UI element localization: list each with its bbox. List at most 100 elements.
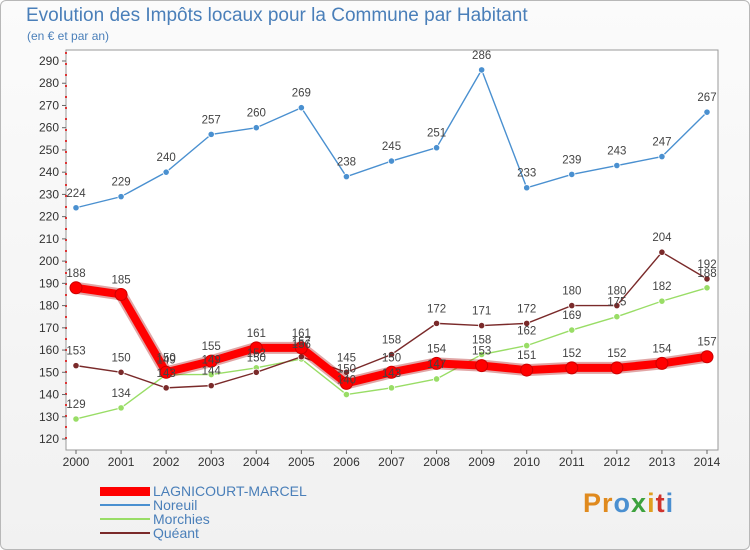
logo-letter: r	[602, 488, 614, 518]
data-label-morchies: 149	[202, 355, 221, 367]
proxiti-logo: Proxiti	[583, 488, 674, 519]
x-tick-label: 2007	[378, 455, 405, 469]
y-tick-label: 130	[39, 410, 59, 424]
x-tick-label: 2011	[559, 455, 585, 469]
data-label-lagnicourt-marcel: 188	[66, 268, 85, 280]
data-point-qu-ant	[162, 384, 170, 392]
legend-item-qu-ant: Quéant	[100, 525, 360, 541]
x-tick-label: 2014	[694, 455, 721, 469]
data-label-lagnicourt-marcel: 185	[111, 274, 130, 286]
data-label-morchies: 156	[292, 339, 311, 351]
data-point-morchies	[207, 370, 215, 379]
data-point-morchies	[523, 342, 531, 350]
data-label-lagnicourt-marcel: 150	[157, 352, 176, 364]
x-tick-label: 2000	[63, 455, 90, 469]
data-label-lagnicourt-marcel: 150	[382, 352, 401, 364]
legend-label: Morchies	[153, 511, 210, 527]
data-point-qu-ant	[207, 382, 215, 390]
data-label-lagnicourt-marcel: 152	[562, 348, 581, 360]
logo-letter: i	[665, 488, 675, 518]
data-point-morchies	[117, 404, 125, 412]
data-point-qu-ant	[523, 319, 531, 327]
data-label-morchies: 188	[697, 268, 716, 280]
data-label-noreuil: 224	[66, 188, 86, 200]
data-point-qu-ant	[703, 275, 711, 283]
legend-item-lagnicourt-marcel: LAGNICOURT-MARCEL	[100, 483, 360, 499]
y-tick-label: 250	[39, 143, 59, 157]
legend-label: LAGNICOURT-MARCEL	[153, 483, 307, 499]
data-label-qu-ant: 158	[382, 335, 401, 347]
data-label-qu-ant: 172	[427, 303, 446, 315]
data-label-qu-ant: 171	[472, 306, 491, 318]
data-label-morchies: 182	[652, 281, 671, 293]
data-label-lagnicourt-marcel: 161	[247, 328, 266, 340]
data-label-morchies: 147	[427, 359, 446, 371]
y-tick-label: 280	[39, 76, 59, 90]
y-tick-label: 140	[39, 388, 59, 402]
y-tick-label: 170	[39, 321, 59, 335]
data-point-lagnicourt-marcel	[114, 287, 128, 301]
data-point-noreuil	[162, 168, 170, 176]
y-tick-label: 150	[39, 365, 59, 379]
data-point-qu-ant	[72, 362, 80, 370]
data-point-morchies	[703, 284, 711, 292]
data-label-morchies: 152	[247, 348, 266, 360]
logo-letter: P	[583, 488, 603, 518]
data-point-lagnicourt-marcel	[69, 281, 83, 295]
data-point-morchies	[478, 350, 486, 359]
data-point-noreuil	[568, 170, 576, 178]
data-label-morchies: 129	[66, 399, 85, 411]
y-tick-label: 180	[39, 299, 59, 313]
legend-item-noreuil: Noreuil	[100, 497, 360, 513]
x-tick-label: 2002	[153, 455, 180, 469]
plot-area	[65, 49, 719, 451]
data-point-noreuil	[297, 104, 305, 112]
x-tick-label: 2010	[513, 455, 540, 469]
data-label-qu-ant: 143	[157, 368, 176, 380]
logo-letter: x	[631, 488, 648, 518]
y-tick-label: 290	[39, 54, 59, 68]
y-tick-label: 190	[39, 276, 59, 290]
data-label-lagnicourt-marcel: 150	[337, 363, 356, 375]
data-label-morchies: 162	[517, 326, 536, 338]
data-label-noreuil: 240	[157, 152, 176, 164]
data-point-lagnicourt-marcel	[249, 341, 263, 355]
data-label-lagnicourt-marcel: 152	[607, 348, 626, 360]
data-point-noreuil	[658, 153, 666, 161]
data-label-morchies: 158	[472, 335, 491, 347]
x-tick-label: 2004	[243, 455, 270, 469]
x-tick-label: 2008	[423, 455, 450, 469]
data-point-noreuil	[207, 130, 215, 138]
data-label-qu-ant: 150	[247, 352, 266, 364]
data-point-lagnicourt-marcel	[610, 361, 624, 375]
data-label-noreuil: 229	[111, 177, 130, 189]
data-point-morchies	[72, 415, 80, 423]
data-point-qu-ant	[658, 248, 666, 256]
data-point-noreuil	[342, 173, 351, 181]
x-tick-label: 2003	[198, 455, 225, 469]
data-point-lagnicourt-marcel	[700, 350, 714, 364]
data-point-noreuil	[478, 66, 486, 74]
y-tick-label: 240	[39, 165, 59, 179]
data-label-noreuil: 269	[292, 88, 311, 100]
data-label-qu-ant: 172	[517, 303, 536, 315]
data-point-lagnicourt-marcel	[475, 359, 489, 373]
data-label-qu-ant: 153	[66, 346, 85, 358]
chart-title: Evolution des Impôts locaux pour la Comm…	[26, 5, 528, 26]
data-point-noreuil	[72, 204, 80, 212]
x-tick-label: 2006	[333, 455, 360, 469]
y-tick-label: 210	[39, 232, 59, 246]
data-point-qu-ant	[387, 350, 396, 359]
data-label-qu-ant: 150	[111, 352, 130, 364]
data-point-morchies	[568, 326, 576, 334]
data-label-morchies: 149	[157, 355, 176, 367]
data-point-qu-ant	[568, 301, 576, 310]
data-point-noreuil	[387, 157, 396, 165]
data-label-noreuil: 267	[697, 92, 716, 104]
data-label-noreuil: 247	[652, 137, 671, 149]
data-point-lagnicourt-marcel	[385, 365, 398, 379]
data-label-noreuil: 239	[562, 154, 581, 166]
data-label-lagnicourt-marcel: 155	[202, 341, 221, 353]
x-tick-label: 2005	[288, 455, 315, 469]
